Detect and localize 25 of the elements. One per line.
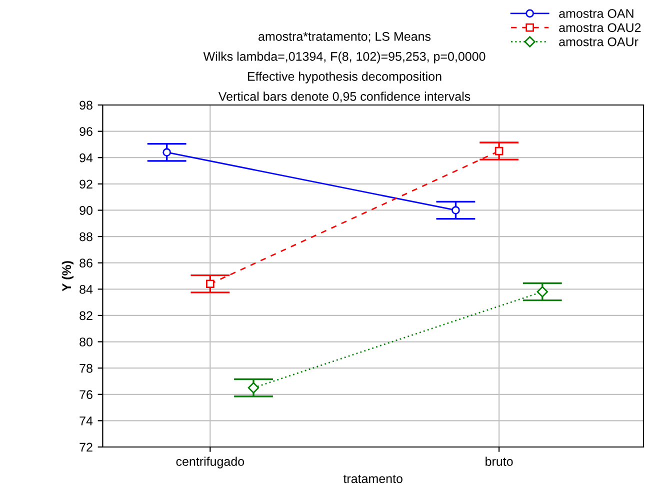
y-tick-label: 96 <box>80 127 92 136</box>
y-tick-label: 98 <box>80 100 92 110</box>
x-tick-label: centrifugado <box>176 456 244 468</box>
legend-label: amostra OAN <box>559 9 634 18</box>
y-tick-label: 78 <box>80 364 92 373</box>
legend-label: amostra OAUr <box>559 37 638 46</box>
y-tick-label: 88 <box>80 232 92 242</box>
text: Effective hypothesis decomposition <box>248 72 442 84</box>
x-tick-label: bruto <box>486 456 513 466</box>
text: Vertical bars denote 0,95 confidence intervals <box>218 92 470 102</box>
chart-title: amostra*tratamento; LS Means <box>258 32 431 42</box>
y-tick-label: 94 <box>80 153 93 162</box>
legend-label: amostra OAU2 <box>559 23 641 32</box>
y-tick-label: 72 <box>80 442 92 452</box>
y-tick-label: 82 <box>80 311 92 320</box>
y-tick-label: 76 <box>80 390 92 400</box>
y-tick-label: 86 <box>80 258 92 268</box>
y-tick-label: 84 <box>80 284 93 294</box>
y-axis-title: Y (%) <box>62 261 74 292</box>
y-tick-label: 80 <box>80 338 92 346</box>
x-axis-title: tratamento <box>343 474 402 484</box>
chart-subtitle: Wilks lambda=,01394, F(8, 102)=95,253, p=0,0000 <box>203 52 486 64</box>
y-tick-label: 92 <box>80 180 92 189</box>
y-tick-label: 74 <box>80 416 93 426</box>
y-tick-label: 90 <box>80 206 92 215</box>
